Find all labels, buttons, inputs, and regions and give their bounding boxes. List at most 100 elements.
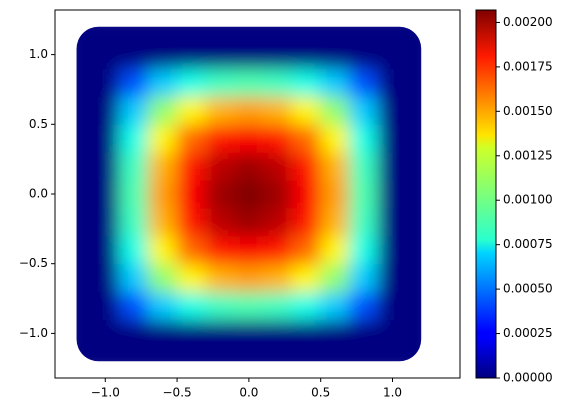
- heat-cell: [406, 26, 422, 42]
- heat-cell: [377, 291, 408, 320]
- heat-cell: [147, 40, 178, 70]
- heat-cell: [76, 26, 92, 42]
- y-tick-label: −0.5: [19, 256, 48, 270]
- heat-cell: [377, 40, 408, 70]
- heat-cell: [348, 346, 379, 362]
- heat-cell: [291, 263, 322, 293]
- heat-cell: [119, 40, 149, 70]
- colorbar-tick-label: 0.00100: [503, 193, 553, 207]
- heat-cell: [234, 207, 264, 237]
- heat-cell: [90, 95, 121, 125]
- x-tick-label: 0.5: [311, 386, 330, 400]
- colorbar-tick-label: 0.00150: [503, 104, 553, 118]
- heat-cell: [377, 68, 408, 97]
- heat-cell: [90, 26, 121, 42]
- heat-cell: [320, 95, 350, 125]
- heat-cell: [320, 263, 350, 293]
- heat-cell: [176, 95, 207, 125]
- heat-cell: [320, 123, 350, 153]
- heat-cell: [320, 68, 350, 97]
- heat-cell: [291, 26, 322, 42]
- heat-cell: [205, 123, 236, 153]
- heat-cell: [377, 95, 408, 125]
- heat-cell: [234, 26, 264, 42]
- heat-cell: [234, 179, 264, 209]
- heat-cell: [119, 207, 149, 237]
- heat-cell: [76, 263, 92, 293]
- heat-cell: [176, 318, 207, 348]
- heat-cell: [377, 207, 408, 237]
- heat-cell: [119, 123, 149, 153]
- heat-cell: [119, 291, 149, 320]
- heat-cell: [176, 235, 207, 265]
- heat-cell: [147, 95, 178, 125]
- heat-cell: [234, 291, 264, 320]
- heat-cell: [90, 346, 121, 362]
- heat-cell: [76, 207, 92, 237]
- heat-cell: [320, 207, 350, 237]
- heat-cell: [406, 123, 422, 153]
- heat-cell: [234, 151, 264, 181]
- heat-cell: [205, 95, 236, 125]
- heat-cell: [90, 68, 121, 97]
- heat-cell: [291, 346, 322, 362]
- y-tick-label: 1.0: [29, 47, 48, 61]
- heat-cell: [348, 68, 379, 97]
- heat-cell: [320, 318, 350, 348]
- heat-cell: [377, 151, 408, 181]
- heat-cell: [147, 207, 178, 237]
- heat-cell: [406, 346, 422, 362]
- heat-cell: [262, 291, 293, 320]
- heat-cell: [90, 179, 121, 209]
- heat-cell: [205, 346, 236, 362]
- heat-cell: [90, 123, 121, 153]
- heat-cell: [76, 151, 92, 181]
- heat-cell: [262, 318, 293, 348]
- heat-cell: [320, 151, 350, 181]
- heat-cell: [176, 346, 207, 362]
- heat-cell: [320, 235, 350, 265]
- heat-cell: [147, 291, 178, 320]
- heat-cell: [234, 318, 264, 348]
- heat-cell: [176, 40, 207, 70]
- heat-cell: [119, 235, 149, 265]
- colorbar: [475, 9, 497, 379]
- cells: [76, 26, 422, 362]
- heat-cell: [320, 40, 350, 70]
- heatmap-field: [76, 26, 422, 362]
- heat-cell: [262, 95, 293, 125]
- heat-cell: [119, 151, 149, 181]
- heat-cell: [291, 40, 322, 70]
- heat-cell: [262, 179, 293, 209]
- heat-cell: [176, 68, 207, 97]
- heat-cell: [205, 26, 236, 42]
- heat-cell: [348, 151, 379, 181]
- y-tick-label: 0.0: [29, 187, 48, 201]
- heat-cell: [176, 263, 207, 293]
- heat-cell: [406, 318, 422, 348]
- heat-cell: [147, 151, 178, 181]
- heat-cell: [76, 179, 92, 209]
- heat-cell: [119, 346, 149, 362]
- heat-cell: [76, 95, 92, 125]
- heat-cell: [76, 291, 92, 320]
- heat-cell: [76, 123, 92, 153]
- heat-cell: [176, 26, 207, 42]
- heat-cell: [377, 235, 408, 265]
- heat-cell: [262, 26, 293, 42]
- heat-cell: [348, 26, 379, 42]
- heat-cell: [291, 235, 322, 265]
- heat-cell: [234, 346, 264, 362]
- heat-cell: [205, 40, 236, 70]
- heat-cell: [377, 263, 408, 293]
- heat-cell: [348, 207, 379, 237]
- heat-cell: [406, 95, 422, 125]
- heat-cell: [205, 291, 236, 320]
- heat-cell: [76, 68, 92, 97]
- heat-cell: [377, 318, 408, 348]
- heat-cell: [90, 40, 121, 70]
- heat-cell: [90, 263, 121, 293]
- heat-cell: [262, 123, 293, 153]
- heat-cell: [262, 263, 293, 293]
- heat-cell: [348, 318, 379, 348]
